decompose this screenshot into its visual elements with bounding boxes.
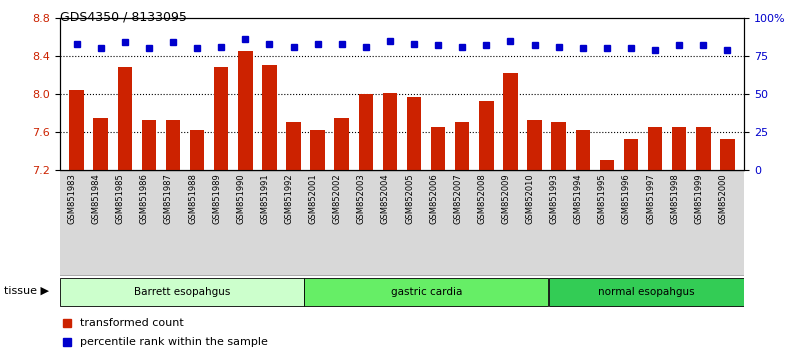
Bar: [60, 170, 744, 276]
Text: GSM851990: GSM851990: [236, 173, 245, 224]
Bar: [672, 127, 686, 170]
Text: GSM851987: GSM851987: [164, 173, 173, 224]
Text: Barrett esopahgus: Barrett esopahgus: [134, 287, 230, 297]
Text: GSM851999: GSM851999: [694, 173, 704, 224]
Text: GSM852010: GSM852010: [525, 173, 535, 224]
Text: GSM852004: GSM852004: [381, 173, 390, 224]
Bar: [304, 278, 548, 306]
Text: GSM851997: GSM851997: [646, 173, 655, 224]
Text: GSM851995: GSM851995: [598, 173, 607, 224]
Bar: [238, 51, 252, 170]
Text: GSM851989: GSM851989: [213, 173, 221, 224]
Bar: [696, 127, 711, 170]
Text: GSM851985: GSM851985: [115, 173, 125, 224]
Text: GSM851996: GSM851996: [622, 173, 631, 224]
Text: GSM852001: GSM852001: [309, 173, 318, 224]
Text: percentile rank within the sample: percentile rank within the sample: [80, 337, 268, 347]
Text: GDS4350 / 8133095: GDS4350 / 8133095: [60, 11, 186, 24]
Bar: [60, 278, 304, 306]
Text: GSM851994: GSM851994: [574, 173, 583, 224]
Text: GSM852008: GSM852008: [478, 173, 486, 224]
Bar: [624, 138, 638, 170]
Text: GSM852003: GSM852003: [357, 173, 366, 224]
Text: GSM851991: GSM851991: [260, 173, 269, 224]
Text: GSM852002: GSM852002: [333, 173, 341, 224]
Text: GSM852009: GSM852009: [501, 173, 510, 224]
Bar: [548, 278, 743, 306]
Bar: [479, 101, 494, 170]
Bar: [527, 120, 542, 170]
Text: GSM852007: GSM852007: [453, 173, 462, 224]
Bar: [599, 160, 614, 170]
Text: GSM851998: GSM851998: [670, 173, 679, 224]
Text: GSM851988: GSM851988: [188, 173, 197, 224]
Bar: [334, 118, 349, 170]
Bar: [455, 122, 470, 170]
Bar: [69, 90, 84, 170]
Bar: [503, 73, 517, 170]
Bar: [310, 130, 325, 170]
Text: GSM852005: GSM852005: [405, 173, 414, 224]
Bar: [720, 139, 735, 170]
Bar: [576, 130, 590, 170]
Text: GSM851984: GSM851984: [92, 173, 100, 224]
Text: GSM851986: GSM851986: [140, 173, 149, 224]
Text: GSM851993: GSM851993: [550, 173, 559, 224]
Text: transformed count: transformed count: [80, 318, 184, 328]
Text: GSM852006: GSM852006: [429, 173, 438, 224]
Text: GSM852000: GSM852000: [718, 173, 728, 224]
Bar: [383, 93, 397, 170]
Bar: [93, 118, 108, 170]
Text: GSM851983: GSM851983: [68, 173, 76, 224]
Bar: [287, 122, 301, 170]
Text: normal esopahgus: normal esopahgus: [598, 287, 695, 297]
Bar: [358, 94, 373, 170]
Bar: [166, 120, 180, 170]
Text: gastric cardia: gastric cardia: [391, 287, 462, 297]
Bar: [552, 122, 566, 170]
Bar: [407, 97, 421, 170]
Bar: [190, 130, 205, 170]
Text: GSM851992: GSM851992: [284, 173, 294, 224]
Bar: [142, 120, 156, 170]
Bar: [648, 127, 662, 170]
Bar: [118, 67, 132, 170]
Text: tissue ▶: tissue ▶: [4, 285, 49, 296]
Bar: [262, 65, 277, 170]
Bar: [431, 127, 446, 170]
Bar: [214, 67, 228, 170]
